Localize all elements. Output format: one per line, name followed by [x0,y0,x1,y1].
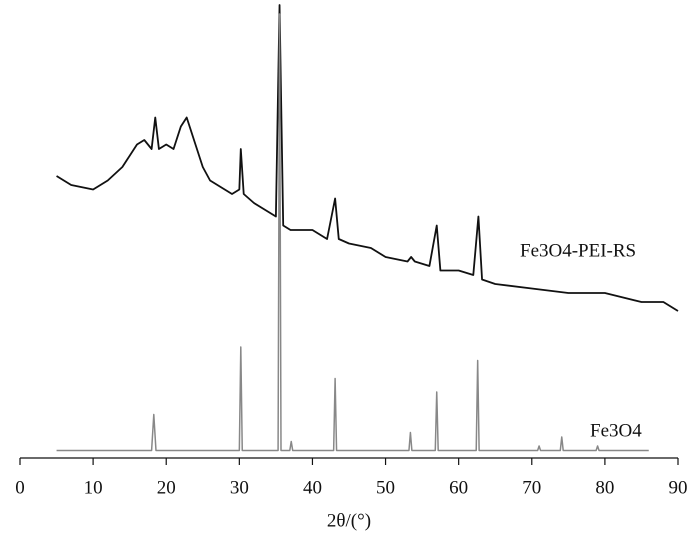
x-tick-label: 40 [303,477,322,498]
series-line [56,4,679,312]
x-tick-label: 60 [449,477,468,498]
series-line [56,13,649,452]
x-tick-label: 90 [669,477,688,498]
x-tick-label: 80 [595,477,614,498]
x-tick-label: 20 [157,477,176,498]
x-tick-label: 0 [15,477,25,498]
x-tick-label: 50 [376,477,395,498]
series-label: Fe3O4 [590,420,642,441]
x-tick-label: 10 [84,477,103,498]
x-tick-label: 30 [230,477,249,498]
x-axis-label: 2θ/(°) [327,510,371,531]
series-label: Fe3O4-PEI-RS [520,240,636,261]
x-tick-label: 70 [522,477,541,498]
